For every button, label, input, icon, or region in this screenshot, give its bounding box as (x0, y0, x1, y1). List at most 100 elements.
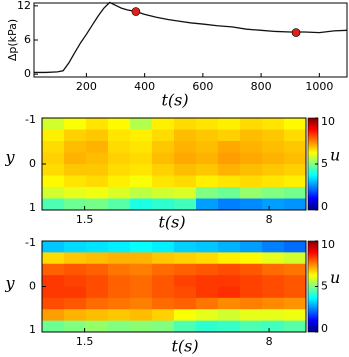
heatmap-cell (262, 241, 285, 253)
x-axis-label: t(s) (161, 91, 188, 110)
colorbar-tick-label: 0 (321, 200, 328, 213)
heatmap-cell (130, 141, 153, 153)
heatmap-cell (218, 198, 241, 211)
heatmap-cell (64, 198, 87, 211)
x-tick-label: 600 (192, 80, 213, 93)
heatmap-cell (152, 175, 175, 188)
heatmap-cell (196, 187, 219, 199)
x-tick-label: 1.5 (76, 335, 94, 348)
heatmap-cell (196, 152, 219, 165)
heatmap-cell (218, 309, 241, 322)
heatmap-cell (108, 164, 131, 176)
heatmap-cell (64, 275, 87, 287)
heatmap-cell (86, 141, 109, 153)
heatmap-cell (284, 241, 307, 253)
heatmap-cell (64, 263, 87, 276)
heatmap-cell (86, 175, 109, 188)
heatmap-cell (218, 263, 241, 276)
x-tick-label: 8 (266, 213, 273, 226)
heatmap-cell (152, 241, 175, 253)
heatmap-cell (130, 297, 153, 310)
heatmap-cell (42, 164, 65, 176)
heatmap-cell (262, 286, 285, 299)
heatmap-cell (196, 252, 219, 265)
heatmap-cell (262, 141, 285, 153)
heatmap-cell (284, 129, 307, 142)
heatmap-cell (240, 297, 263, 310)
heatmap-cell (240, 263, 263, 276)
heatmap-cell (240, 252, 263, 265)
heatmap-cell (130, 263, 153, 276)
heatmap-cell (152, 118, 175, 130)
heatmap-cell (218, 320, 241, 333)
heatmap-cell (218, 129, 241, 142)
heatmap-cell (108, 320, 131, 333)
heatmap-cell (262, 198, 285, 211)
heatmap-cell (174, 309, 197, 322)
heatmap-cell (42, 297, 65, 310)
heatmap-cell (130, 164, 153, 176)
colorbar-tick-label: 5 (321, 157, 328, 170)
heatmap-cell (152, 198, 175, 211)
heatmap-cell (284, 297, 307, 310)
heatmap-cell (152, 286, 175, 299)
x-tick-label: 400 (134, 80, 155, 93)
heatmap-cell (108, 198, 131, 211)
heatmap-cell (152, 152, 175, 165)
heatmap-cell (108, 297, 131, 310)
y-tick-label: 0 (29, 280, 36, 293)
heatmap-cell (262, 175, 285, 188)
heatmap-cell (108, 141, 131, 153)
heatmap-cell (174, 252, 197, 265)
heatmap-cell (240, 118, 263, 130)
heatmap-cell (86, 309, 109, 322)
heatmap-cell (108, 241, 131, 253)
heatmap-cell (284, 152, 307, 165)
heatmap-cell (174, 129, 197, 142)
y-axis-label: Δp(kPa) (6, 19, 19, 61)
heatmap-cell (64, 252, 87, 265)
heatmap-cell (174, 286, 197, 299)
heatmap-cell (218, 164, 241, 176)
heatmap-cell (130, 175, 153, 188)
heatmap-cell (284, 309, 307, 322)
heatmap-cell (240, 309, 263, 322)
heatmap-cell (218, 141, 241, 153)
heatmap-cell (174, 118, 197, 130)
heatmap-cell (64, 129, 87, 142)
heatmap-cell (196, 275, 219, 287)
heatmap-cell (218, 297, 241, 310)
heatmap-cell (64, 297, 87, 310)
heatmap-cell (64, 152, 87, 165)
heatmap-cell (218, 152, 241, 165)
heatmap-cell (174, 152, 197, 165)
heatmap-cell (152, 263, 175, 276)
heatmap-cell (262, 252, 285, 265)
heatmap-cell (42, 118, 65, 130)
heatmap-cell (284, 320, 307, 333)
heatmap-cell (130, 275, 153, 287)
heatmap-cell (174, 263, 197, 276)
colorbar-tick-label: 5 (321, 280, 328, 293)
heatmap-cell (64, 175, 87, 188)
heatmap-cell (196, 309, 219, 322)
heatmap-cell (218, 187, 241, 199)
heatmap-cell (108, 187, 131, 199)
heatmap-cell (174, 141, 197, 153)
x-axis-label: t(s) (158, 213, 185, 232)
heatmap-cell (152, 129, 175, 142)
heatmap-cell (174, 297, 197, 310)
heatmap-cell (42, 152, 65, 165)
heatmap-cell (196, 164, 219, 176)
x-tick-label: 800 (251, 80, 272, 93)
heatmap-cell (130, 198, 153, 211)
heatmap-cell (86, 286, 109, 299)
heatmap-cell (174, 198, 197, 211)
heatmap-cell (86, 164, 109, 176)
heatmap-cell (130, 187, 153, 199)
heatmap-cell (262, 129, 285, 142)
heatmap-cell (64, 118, 87, 130)
heatmap-cell (240, 141, 263, 153)
colorbar-label: u (330, 146, 340, 165)
plot-frame (41, 117, 307, 211)
